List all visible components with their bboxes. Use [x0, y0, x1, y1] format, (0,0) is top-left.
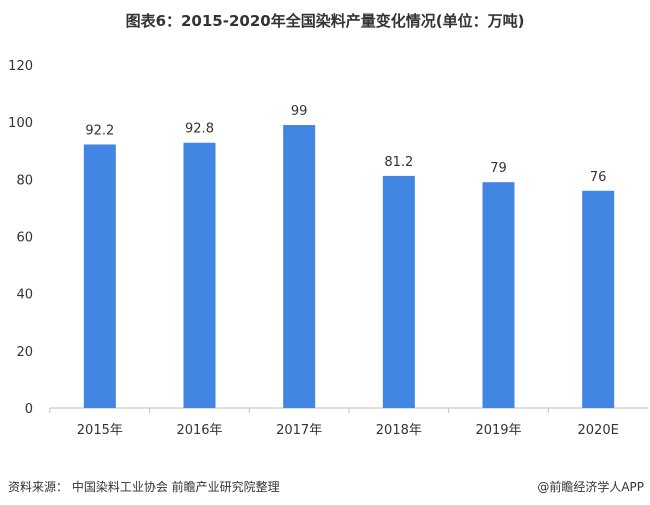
y-tick-label: 20	[16, 345, 33, 360]
bar-value-label: 99	[291, 104, 308, 119]
bar	[183, 142, 216, 408]
x-tick-label: 2017年	[276, 423, 322, 438]
bars-group: 92.2 92.8 99 81.2 79 76	[83, 104, 615, 409]
brand-credit: @前瞻经济学人APP	[537, 480, 644, 494]
x-tick-label: 2020E	[578, 423, 619, 438]
bar	[83, 144, 116, 408]
x-tick-label: 2016年	[176, 423, 222, 438]
chart-title: 图表6：2015-2020年全国染料产量变化情况(单位：万吨)	[125, 12, 525, 30]
bar-value-label: 76	[590, 170, 607, 185]
x-tick-label: 2015年	[77, 423, 123, 438]
y-tick-label: 120	[8, 59, 33, 74]
y-tick-label: 100	[8, 116, 33, 131]
y-tick-label: 0	[25, 402, 33, 417]
x-tick-label: 2018年	[376, 423, 422, 438]
y-axis: 0 20 40 60 80 100 120	[8, 59, 33, 417]
x-tick-label: 2019年	[475, 423, 521, 438]
bar	[283, 125, 316, 409]
y-tick-label: 80	[16, 173, 33, 188]
bar-value-label: 79	[490, 161, 507, 176]
source-note: 资料来源： 中国染料工业协会 前瞻产业研究院整理	[8, 480, 280, 494]
bar-value-label: 81.2	[384, 155, 413, 170]
y-tick-label: 60	[16, 231, 33, 246]
y-tick-label: 40	[16, 288, 33, 303]
bar-value-label: 92.2	[85, 123, 114, 138]
bar	[382, 175, 415, 408]
x-axis-labels: 2015年 2016年 2017年 2018年 2019年 2020E	[49, 408, 619, 438]
bar-value-label: 92.8	[185, 122, 214, 137]
bar	[482, 182, 515, 408]
bar	[582, 190, 615, 408]
